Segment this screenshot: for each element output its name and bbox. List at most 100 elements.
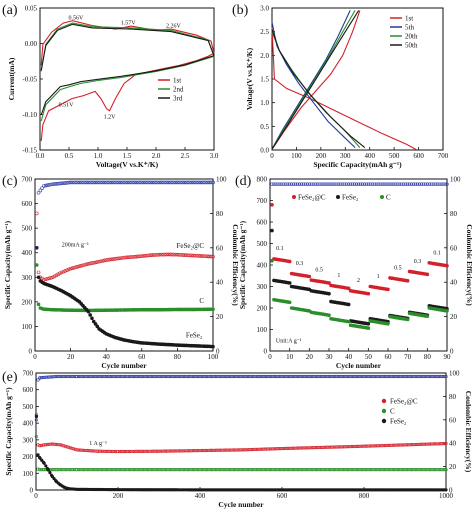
cycling-point-C (288, 468, 292, 472)
cycling-point-FeSe₂@C (50, 442, 55, 446)
capacity-point-FeSe₂@C (68, 266, 73, 271)
cycling-point-FeSe₂@C (414, 442, 419, 447)
cycling-point-C (234, 468, 238, 472)
ce-point (329, 374, 333, 379)
cycling-point-C (200, 468, 204, 472)
x-tick-label: 200 (113, 492, 124, 500)
ce-point (441, 374, 445, 379)
ce-point (45, 183, 50, 187)
panel-letter: (e) (2, 370, 18, 385)
cycling-point-FeSe₂@C (255, 447, 260, 451)
cycling-point-C (341, 468, 345, 472)
cycling-point-C (221, 468, 225, 472)
capacity-point-FeSe₂@C (100, 259, 105, 263)
cycling-point-FeSe₂@C (211, 448, 215, 452)
panel-d: (d)0 10 20 30 40 50 60 70 80 90010020030040050060… (235, 174, 474, 370)
ce-point (221, 374, 225, 379)
ce-point (106, 180, 110, 185)
cycling-point-FeSe₂@C (136, 449, 140, 453)
cycling-point-FeSe₂@C (126, 449, 130, 454)
ce-point (139, 374, 143, 379)
x-tick-label: 400 (364, 152, 375, 160)
legend-label: FeSe₂@C (390, 398, 418, 406)
cycling-point-C (396, 468, 401, 472)
capacity-point-FeSe₂@C (141, 254, 146, 258)
cycling-point-C (421, 468, 425, 472)
ce-point (144, 374, 148, 379)
cycling-point-FeSe₂@C (278, 447, 282, 451)
cv-curve-1st (40, 20, 215, 141)
rate-point-FeSe₂ (366, 322, 371, 326)
y-tick-label: 1.5 (260, 76, 269, 84)
ce-point (173, 374, 177, 379)
ce-point (72, 180, 76, 185)
ce-point (431, 182, 435, 186)
cycling-point-FeSe₂@C (408, 443, 412, 447)
y-tick-label: -0.10 (22, 111, 37, 119)
cycling-point-FeSe₂@C (421, 442, 425, 446)
ce-point (142, 374, 146, 379)
ce-point (201, 374, 205, 379)
cycling-point-FeSe₂@C (357, 444, 361, 448)
cycling-point-C (319, 468, 323, 472)
cycling-point-FeSe₂@C (47, 442, 51, 446)
ce-point (81, 374, 86, 379)
ce-point (411, 374, 415, 379)
ce-point (69, 374, 73, 379)
cycling-point-FeSe₂ (52, 477, 56, 481)
cycling-point-C (38, 468, 42, 472)
cycling-point-FeSe₂@C (206, 448, 210, 453)
rate-point-FeSe₂@C (270, 203, 274, 207)
ce-point (352, 182, 357, 186)
ce-point (122, 374, 127, 379)
ce-point (237, 374, 241, 379)
ce-point (47, 183, 52, 187)
cycling-point-C (283, 468, 287, 472)
ce-point (345, 182, 349, 186)
cycling-point-C (352, 468, 356, 472)
cycling-point-FeSe₂@C (260, 447, 264, 451)
ce-point (437, 374, 442, 379)
ce-point (132, 374, 136, 379)
capacity-point-FeSe₂@C (195, 253, 199, 258)
ce-point (378, 182, 382, 186)
capacity-point-FeSe₂@C (157, 252, 162, 257)
cycling-point-FeSe₂@C (337, 445, 342, 449)
y-axis-title: Specific Capacity(mAh g⁻¹) (4, 387, 13, 476)
ce-point (160, 374, 164, 379)
ce-point (408, 374, 412, 379)
cycling-point-C (204, 468, 209, 472)
cycling-point-C (444, 468, 448, 472)
ce-point (80, 374, 84, 379)
cycling-point-C (180, 468, 184, 472)
cycling-point-C (442, 468, 446, 472)
ce-point (145, 180, 149, 185)
cycling-point-FeSe₂@C (237, 448, 241, 452)
cycling-point-C (247, 468, 251, 472)
ce-point (123, 180, 128, 185)
ce-point (273, 374, 278, 379)
ce-point (140, 180, 144, 185)
cycling-point-C (324, 468, 328, 472)
rate-label: 0.3 (414, 259, 422, 265)
panel-letter: (b) (232, 3, 249, 18)
ce-point (54, 182, 59, 186)
ce-point (81, 180, 85, 185)
cycling-point-FeSe₂@C (95, 449, 100, 453)
cycling-point-C (154, 468, 158, 472)
x-tick-label: 1000 (439, 492, 454, 500)
capacity-point-FeSe₂@C (118, 256, 123, 260)
ce-point (303, 374, 307, 379)
ce-point (224, 374, 228, 379)
capacity-point-FeSe₂@C (45, 276, 50, 281)
cycling-point-C (163, 468, 168, 472)
cycling-point-C (160, 468, 164, 472)
cycling-point-C (141, 468, 145, 472)
cycling-point-FeSe₂ (40, 458, 44, 462)
legend-label: 1st (173, 77, 181, 85)
cycling-point-C (354, 468, 358, 472)
y-right-tick-label: 100 (216, 176, 227, 184)
cycling-point-C (265, 468, 269, 472)
x-tick-label: 20 (67, 353, 75, 361)
